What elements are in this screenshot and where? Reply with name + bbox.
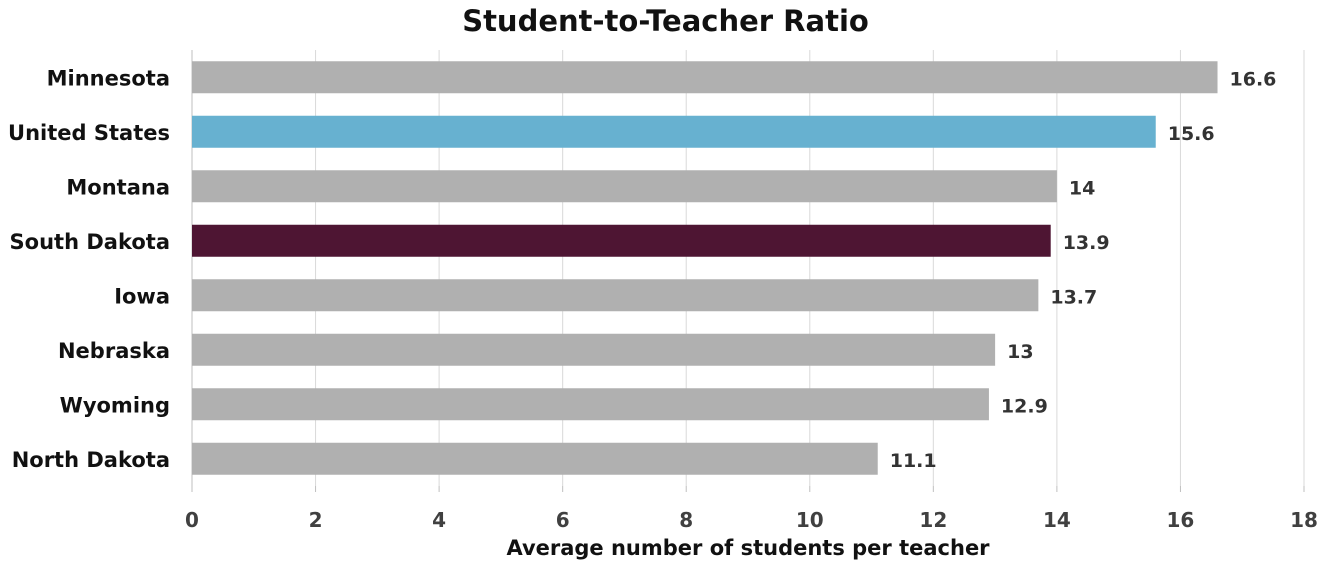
x-tick-label: 12 (919, 508, 947, 532)
category-label: Iowa (114, 284, 170, 308)
x-tick-label: 6 (556, 508, 570, 532)
data-label: 12.9 (1001, 395, 1048, 417)
bar (192, 333, 996, 366)
category-label: North Dakota (12, 448, 170, 472)
bar (192, 224, 1051, 257)
x-axis-label: Average number of students per teacher (506, 536, 990, 560)
data-label: 14 (1069, 177, 1095, 199)
bar (192, 61, 1218, 94)
data-label: 16.6 (1230, 68, 1277, 90)
x-tick-label: 8 (679, 508, 693, 532)
data-label: 11.1 (890, 450, 937, 472)
bar (192, 279, 1039, 312)
x-tick-label: 4 (432, 508, 446, 532)
x-tick-label: 0 (185, 508, 199, 532)
data-label: 13 (1007, 341, 1033, 363)
category-label: Wyoming (60, 393, 170, 417)
x-tick-label: 10 (796, 508, 824, 532)
category-label: South Dakota (10, 230, 170, 254)
category-label: Minnesota (47, 66, 170, 90)
chart-title: Student-to-Teacher Ratio (462, 4, 869, 38)
x-tick-label: 14 (1043, 508, 1071, 532)
data-label: 13.9 (1063, 232, 1110, 254)
category-label: United States (8, 121, 170, 145)
x-tick-label: 18 (1290, 508, 1318, 532)
data-label: 13.7 (1050, 286, 1097, 308)
bar (192, 115, 1156, 148)
x-tick-label: 16 (1167, 508, 1195, 532)
bar (192, 388, 989, 421)
data-label: 15.6 (1168, 123, 1215, 145)
bar (192, 442, 878, 475)
x-tick-label: 2 (309, 508, 323, 532)
category-label: Montana (66, 175, 170, 199)
category-label: Nebraska (58, 339, 170, 363)
bar (192, 170, 1057, 203)
